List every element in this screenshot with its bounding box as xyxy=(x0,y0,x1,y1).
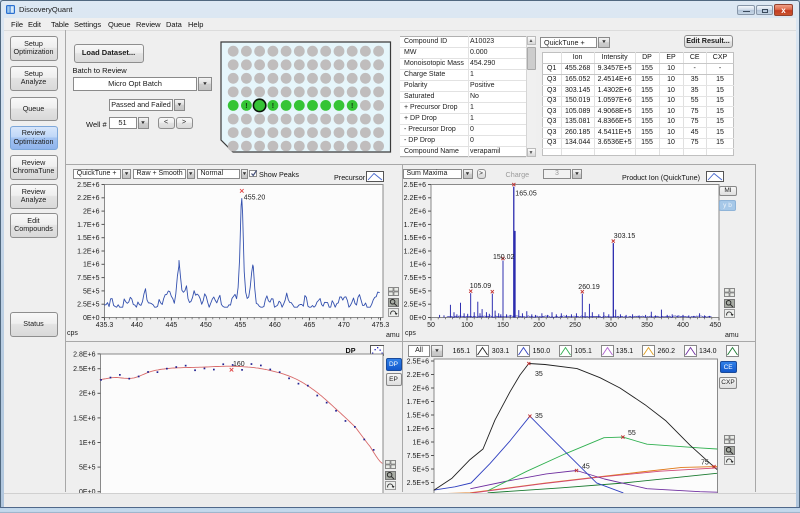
svg-text:445: 445 xyxy=(166,322,178,329)
svg-text:200: 200 xyxy=(533,322,545,329)
svg-text:2.2E+6: 2.2E+6 xyxy=(404,195,426,202)
svg-text:150: 150 xyxy=(497,322,509,329)
svg-text:5E+5: 5E+5 xyxy=(79,465,96,472)
svg-text:cps: cps xyxy=(405,330,416,337)
svg-text:5E+5: 5E+5 xyxy=(409,288,426,295)
svg-text:7.5E+5: 7.5E+5 xyxy=(404,275,426,282)
svg-text:1.5E+6: 1.5E+6 xyxy=(73,415,95,422)
svg-text:1E+6: 1E+6 xyxy=(79,440,96,447)
svg-text:35: 35 xyxy=(535,371,543,378)
svg-text:455: 455 xyxy=(235,322,247,329)
svg-text:300: 300 xyxy=(605,322,617,329)
svg-text:250: 250 xyxy=(569,322,581,329)
svg-text:2.5E+6: 2.5E+6 xyxy=(73,366,95,373)
svg-text:1E+6: 1E+6 xyxy=(412,439,429,446)
svg-text:2E+6: 2E+6 xyxy=(412,385,429,392)
svg-text:35: 35 xyxy=(535,413,543,420)
svg-text:amu: amu xyxy=(725,332,739,339)
svg-text:7.5E+5: 7.5E+5 xyxy=(77,275,99,282)
svg-text:1.2E+6: 1.2E+6 xyxy=(77,248,99,255)
svg-text:160: 160 xyxy=(233,361,245,368)
svg-text:1.5E+6: 1.5E+6 xyxy=(77,235,99,242)
svg-text:55: 55 xyxy=(628,430,636,437)
svg-text:450: 450 xyxy=(200,322,212,329)
svg-text:2.5E+6: 2.5E+6 xyxy=(404,182,426,189)
svg-text:45: 45 xyxy=(582,464,590,471)
svg-text:1.5E+6: 1.5E+6 xyxy=(404,235,426,242)
svg-text:5E+5: 5E+5 xyxy=(83,288,100,295)
svg-text:0E+0: 0E+0 xyxy=(409,315,426,322)
svg-text:400: 400 xyxy=(677,322,689,329)
svg-text:465: 465 xyxy=(304,322,316,329)
svg-text:1E+6: 1E+6 xyxy=(83,262,100,269)
svg-text:!: ! xyxy=(272,103,274,110)
svg-text:1.2E+6: 1.2E+6 xyxy=(407,426,429,433)
svg-text:amu: amu xyxy=(386,332,400,339)
svg-text:50: 50 xyxy=(427,322,435,329)
svg-text:165.05: 165.05 xyxy=(515,191,537,198)
svg-text:1.7E+6: 1.7E+6 xyxy=(77,222,99,229)
svg-text:150.02: 150.02 xyxy=(493,254,515,261)
svg-text:105.09: 105.09 xyxy=(470,283,492,290)
svg-text:2E+6: 2E+6 xyxy=(409,209,426,216)
svg-text:!: ! xyxy=(351,103,353,110)
svg-text:460: 460 xyxy=(269,322,281,329)
svg-text:100: 100 xyxy=(461,322,473,329)
svg-text:1.5E+6: 1.5E+6 xyxy=(407,412,429,419)
svg-text:435.3: 435.3 xyxy=(96,322,114,329)
svg-text:2.2E+6: 2.2E+6 xyxy=(407,372,429,379)
svg-text:2.8E+6: 2.8E+6 xyxy=(73,351,95,358)
svg-text:2E+6: 2E+6 xyxy=(83,209,100,216)
svg-text:440: 440 xyxy=(131,322,143,329)
svg-text:!: ! xyxy=(245,103,247,110)
svg-text:2.5E+5: 2.5E+5 xyxy=(404,302,426,309)
svg-text:0E+0: 0E+0 xyxy=(83,315,100,322)
svg-text:350: 350 xyxy=(641,322,653,329)
svg-text:303.15: 303.15 xyxy=(614,233,636,240)
svg-text:450: 450 xyxy=(709,322,721,329)
svg-text:7.5E+5: 7.5E+5 xyxy=(407,453,429,460)
svg-text:2.5E+6: 2.5E+6 xyxy=(407,358,429,365)
svg-text:cps: cps xyxy=(67,330,78,337)
svg-text:470: 470 xyxy=(338,322,350,329)
svg-text:1.7E+6: 1.7E+6 xyxy=(404,222,426,229)
svg-text:2.5E+5: 2.5E+5 xyxy=(407,480,429,487)
svg-text:260.19: 260.19 xyxy=(578,284,600,291)
svg-text:1.7E+6: 1.7E+6 xyxy=(407,399,429,406)
svg-text:2.5E+6: 2.5E+6 xyxy=(77,182,99,189)
svg-text:75: 75 xyxy=(701,460,709,467)
svg-text:1.2E+6: 1.2E+6 xyxy=(404,248,426,255)
svg-text:5E+5: 5E+5 xyxy=(412,466,429,473)
svg-text:2.2E+6: 2.2E+6 xyxy=(77,195,99,202)
svg-text:2E+6: 2E+6 xyxy=(79,391,96,398)
svg-text:455.20: 455.20 xyxy=(244,195,266,202)
svg-text:1E+6: 1E+6 xyxy=(409,262,426,269)
svg-text:2.5E+5: 2.5E+5 xyxy=(77,302,99,309)
svg-text:475.3: 475.3 xyxy=(372,322,390,329)
